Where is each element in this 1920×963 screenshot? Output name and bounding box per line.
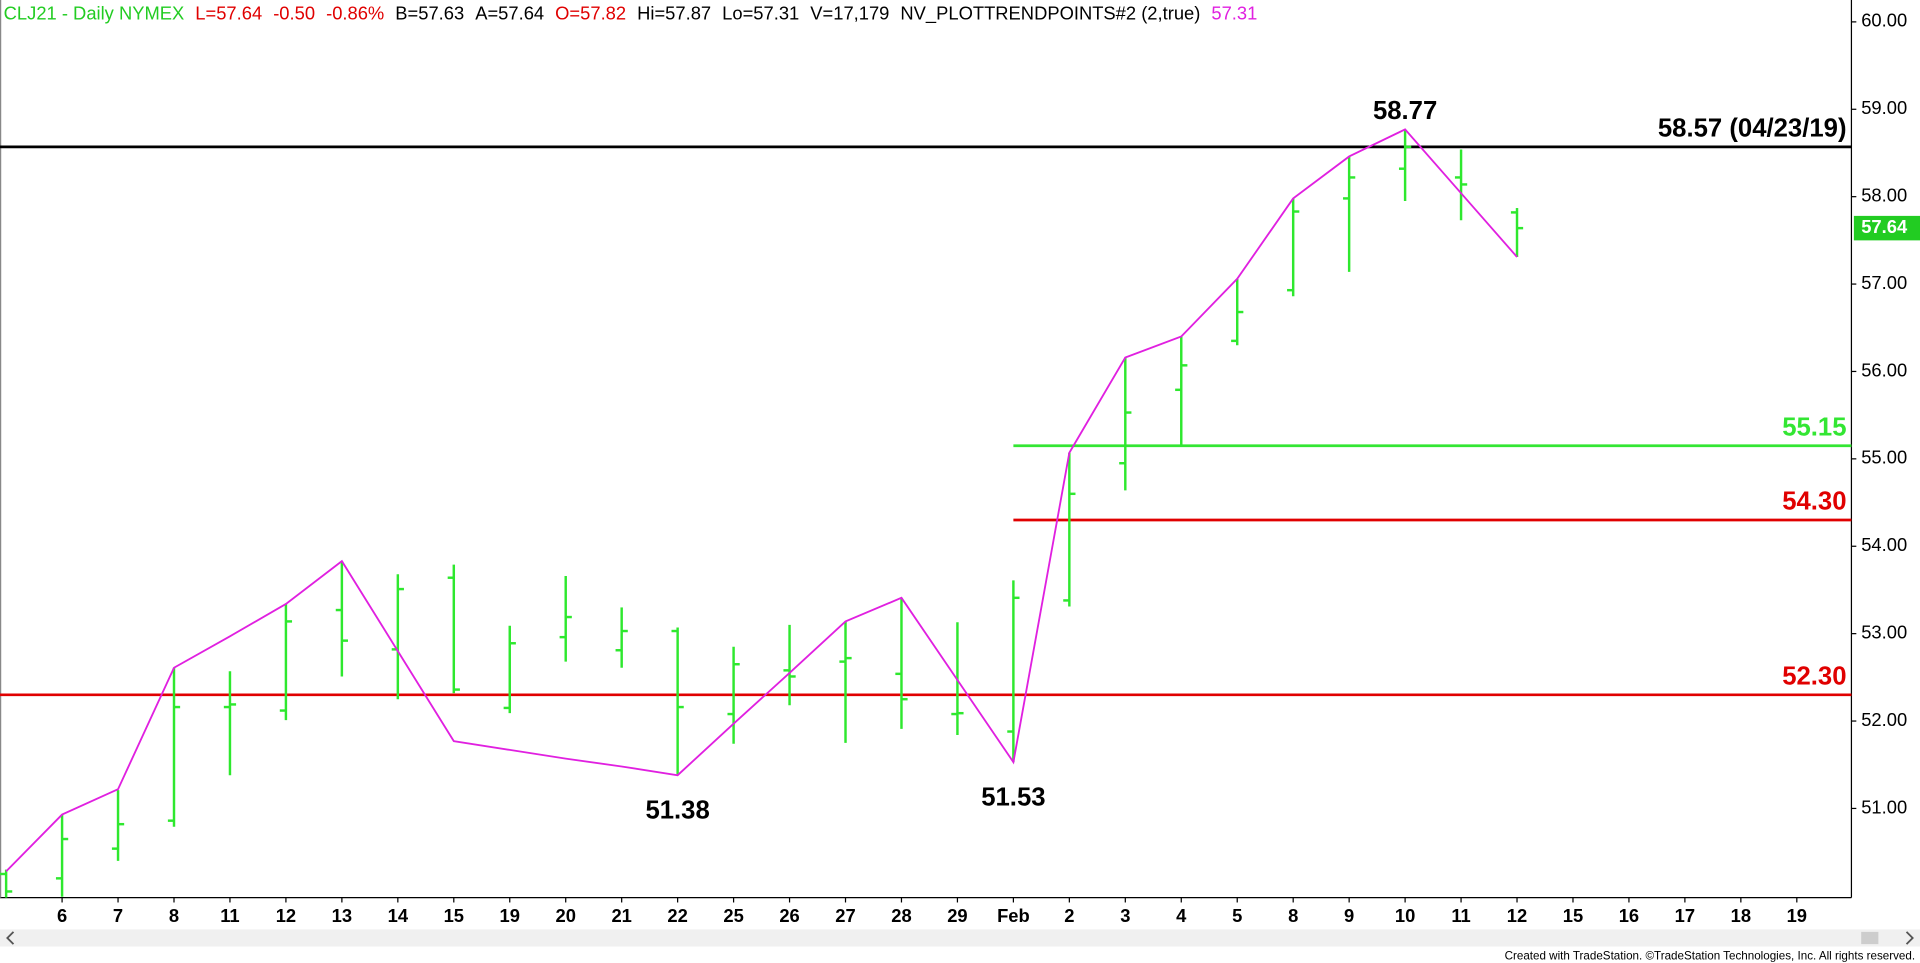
- header-item: A=57.64: [475, 3, 544, 24]
- x-tick-label: 16: [1619, 905, 1639, 926]
- header: CLJ21 - Daily NYMEX L=57.64 -0.50 -0.86% B=5…: [4, 3, 1258, 25]
- y-tick-label: 53.00: [1861, 621, 1907, 642]
- x-tick-label: 27: [835, 905, 855, 926]
- x-tick-label: 7: [113, 905, 123, 926]
- x-tick-label: 11: [220, 905, 239, 926]
- x-tick-label: 10: [1395, 905, 1415, 926]
- header-item: V=17,179: [810, 3, 889, 24]
- x-tick-label: 19: [1787, 905, 1807, 926]
- y-tick-label: 60.00: [1861, 10, 1907, 31]
- x-tick-label: 5: [1232, 905, 1242, 926]
- x-tick-label: 26: [779, 905, 799, 926]
- y-tick-label: 54.00: [1861, 534, 1907, 555]
- header-item: L=57.64: [195, 3, 262, 24]
- x-tick-label: 2: [1064, 905, 1074, 926]
- level-label: 55.15: [1782, 413, 1846, 441]
- swing-label: 58.77: [1373, 97, 1437, 125]
- x-tick-label: 8: [1288, 905, 1298, 926]
- y-tick-label: 52.00: [1861, 709, 1907, 730]
- x-tick-label: 9: [1344, 905, 1354, 926]
- x-tick-label: 11: [1451, 905, 1470, 926]
- x-tick-label: 12: [1507, 905, 1527, 926]
- level-label: 54.30: [1782, 488, 1846, 516]
- scroll-right[interactable]: [1905, 931, 1914, 945]
- x-tick-label: 25: [723, 905, 743, 926]
- scrollbar-track[interactable]: [0, 929, 1920, 947]
- x-tick-label: 15: [1563, 905, 1583, 926]
- scrollbar[interactable]: [0, 929, 1920, 947]
- y-tick-label: 58.00: [1861, 185, 1907, 206]
- x-tick-label: 29: [947, 905, 967, 926]
- footer: Created with TradeStation. ©TradeStation…: [1505, 949, 1916, 962]
- y-tick-label: 57.00: [1861, 272, 1907, 293]
- x-tick-label: 21: [611, 905, 631, 926]
- x-tick-label: 22: [667, 905, 687, 926]
- x-tick-label: 4: [1176, 905, 1187, 926]
- header-item: NV_PLOTTRENDPOINTS#2 (2,true): [900, 3, 1200, 25]
- x-tick-label: 18: [1731, 905, 1751, 926]
- header-item: B=57.63: [395, 3, 464, 24]
- x-tick-label: 14: [388, 905, 409, 926]
- trend-line: [5, 128, 1518, 873]
- header-item: -0.50: [273, 3, 315, 24]
- header-item: 57.31: [1211, 3, 1257, 24]
- x-tick-label: 17: [1675, 905, 1695, 926]
- x-tick-label: 28: [891, 905, 911, 926]
- header-item: O=57.82: [555, 3, 626, 24]
- x-tick-label: 12: [276, 905, 296, 926]
- last-price-label: 57.64: [1861, 216, 1908, 237]
- x-tick-label: 19: [500, 905, 520, 926]
- y-tick-label: 55.00: [1861, 447, 1907, 468]
- swing-label: 51.38: [645, 797, 709, 825]
- x-tick-label: 8: [169, 905, 179, 926]
- last-price-box: [1853, 215, 1920, 241]
- header-item: Hi=57.87: [637, 3, 711, 24]
- x-tick-label: 20: [556, 905, 576, 926]
- y-tick-label: 51.00: [1861, 796, 1907, 817]
- x-tick-label: 15: [444, 905, 464, 926]
- scroll-left[interactable]: [6, 931, 15, 945]
- x-tick-label: 13: [332, 905, 352, 926]
- x-tick-label: Feb: [997, 905, 1030, 926]
- y-tick-label: 59.00: [1861, 97, 1907, 118]
- swing-label: 51.53: [981, 784, 1045, 812]
- header-item: -0.86%: [326, 3, 384, 24]
- y-tick-label: 56.00: [1861, 359, 1907, 380]
- x-tick-label: 6: [57, 905, 67, 926]
- scroll-thumb[interactable]: [1861, 931, 1879, 945]
- level-label: 58.57 (04/23/19): [1658, 115, 1847, 143]
- x-tick-label: 3: [1120, 905, 1130, 926]
- header-item: CLJ21 - Daily NYMEX: [4, 3, 185, 24]
- header-item: Lo=57.31: [722, 3, 799, 24]
- level-label: 52.30: [1782, 662, 1846, 690]
